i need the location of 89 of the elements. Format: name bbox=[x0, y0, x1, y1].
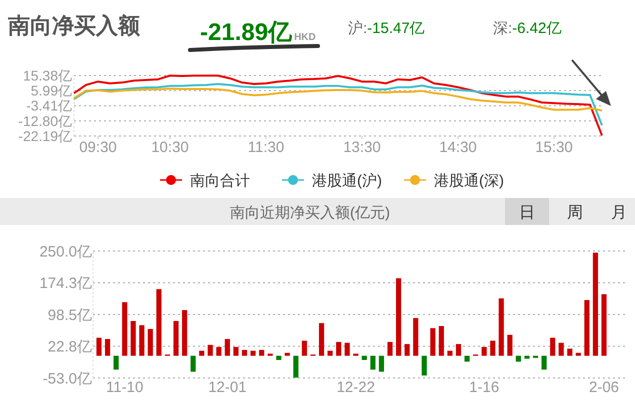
line-series bbox=[73, 88, 603, 112]
bar bbox=[507, 334, 512, 356]
x-tick-label: 13:30 bbox=[343, 139, 381, 156]
bar bbox=[567, 348, 572, 356]
legend-label: 南向合计 bbox=[190, 172, 250, 190]
y-tick-label: -3.41亿 bbox=[26, 98, 72, 114]
chart-title: 南向近期净买入额(亿元) bbox=[230, 204, 390, 222]
bar bbox=[558, 342, 564, 356]
line-series bbox=[73, 83, 603, 126]
x-tick-label: 1-16 bbox=[469, 379, 500, 396]
x-tick-label: 11-10 bbox=[106, 379, 144, 396]
bar bbox=[250, 350, 256, 356]
line-series bbox=[73, 74, 603, 137]
bar bbox=[122, 302, 128, 356]
bar bbox=[516, 356, 521, 362]
bar bbox=[302, 340, 307, 356]
bar bbox=[104, 339, 110, 356]
bar bbox=[576, 352, 581, 356]
y-tick-label: 98.5亿 bbox=[48, 306, 92, 324]
bar bbox=[396, 278, 402, 356]
bar bbox=[498, 298, 504, 356]
bar bbox=[199, 350, 204, 356]
bar bbox=[190, 356, 196, 372]
bar bbox=[584, 300, 590, 356]
text: 日 bbox=[519, 204, 535, 222]
bar bbox=[542, 356, 547, 370]
legend-label: 港股通(沪) bbox=[312, 172, 382, 190]
bar bbox=[430, 328, 436, 356]
y-tick-label: 15.38亿 bbox=[22, 67, 72, 84]
x-tick-label: 12-01 bbox=[208, 379, 247, 396]
x-tick-label: 2-06 bbox=[588, 379, 620, 396]
text: 深:-6.42亿 bbox=[493, 20, 562, 37]
bar bbox=[370, 356, 376, 370]
bar bbox=[130, 320, 136, 356]
bar bbox=[182, 310, 188, 356]
bar bbox=[139, 325, 144, 356]
bar bbox=[293, 356, 298, 378]
bar bbox=[173, 320, 179, 356]
bar bbox=[592, 252, 598, 356]
bar bbox=[482, 346, 487, 356]
y-tick-label: -22.19亿 bbox=[18, 128, 72, 144]
y-tick-label: 5.99亿 bbox=[30, 82, 72, 99]
bar bbox=[550, 338, 556, 356]
bar bbox=[96, 338, 102, 356]
text: 周 bbox=[567, 204, 583, 222]
bar bbox=[336, 342, 342, 356]
bar bbox=[328, 350, 333, 356]
text: 月 bbox=[611, 204, 627, 222]
bar bbox=[233, 346, 239, 356]
bar bbox=[490, 340, 496, 356]
y-tick-label: -12.80亿 bbox=[18, 112, 72, 129]
bar bbox=[148, 328, 153, 356]
text: -21.89亿 bbox=[200, 19, 294, 46]
x-tick-label: 11:30 bbox=[248, 139, 284, 156]
bar bbox=[404, 344, 410, 356]
bar bbox=[378, 356, 384, 372]
bar bbox=[422, 356, 427, 376]
bar bbox=[242, 350, 248, 356]
x-tick-label: 12-22 bbox=[336, 379, 375, 396]
text: 沪:-15.47亿 bbox=[348, 20, 425, 37]
bar bbox=[601, 294, 607, 356]
x-tick-label: 15:30 bbox=[535, 139, 573, 156]
x-tick-label: 14:30 bbox=[439, 139, 477, 156]
bar bbox=[464, 356, 470, 362]
text: HKD bbox=[294, 32, 316, 43]
bar bbox=[156, 289, 162, 356]
bar bbox=[447, 350, 453, 356]
bar bbox=[284, 352, 290, 356]
chart-title: 南向净买入额 bbox=[7, 13, 141, 38]
bar bbox=[216, 346, 222, 356]
bar bbox=[362, 356, 367, 360]
bar bbox=[387, 342, 393, 356]
bar bbox=[259, 350, 264, 356]
bar bbox=[114, 356, 119, 370]
bar bbox=[413, 318, 418, 356]
x-tick-label: 10:30 bbox=[151, 139, 189, 156]
bar bbox=[208, 344, 213, 356]
bar bbox=[438, 326, 444, 356]
bar bbox=[456, 344, 462, 356]
y-tick-label: 22.8亿 bbox=[48, 338, 92, 356]
bar bbox=[318, 323, 324, 356]
legend-label: 港股通(深) bbox=[434, 172, 504, 190]
bar bbox=[276, 356, 282, 360]
x-tick-label: 09:30 bbox=[79, 139, 117, 156]
y-tick-label: -53.0亿 bbox=[42, 370, 92, 388]
bar bbox=[344, 342, 350, 356]
y-tick-label: 250.0亿 bbox=[39, 243, 92, 260]
y-tick-label: 174.3亿 bbox=[39, 274, 92, 292]
bar bbox=[224, 339, 230, 356]
